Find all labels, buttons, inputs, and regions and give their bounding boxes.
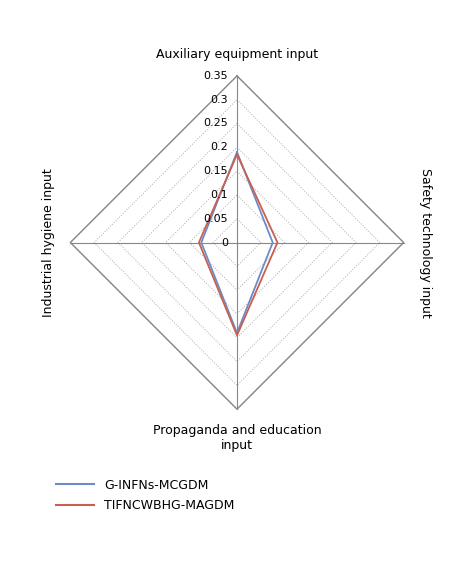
Text: 0.15: 0.15 (203, 166, 228, 176)
Text: Auxiliary equipment input: Auxiliary equipment input (156, 48, 318, 61)
Text: 0: 0 (221, 237, 228, 248)
Text: Propaganda and education
input: Propaganda and education input (153, 424, 321, 452)
Text: 0.05: 0.05 (203, 214, 228, 224)
Text: 0.25: 0.25 (203, 118, 228, 129)
Legend: G-INFNs-MCGDM, TIFNCWBHG-MAGDM: G-INFNs-MCGDM, TIFNCWBHG-MAGDM (51, 474, 239, 517)
Text: 0.2: 0.2 (210, 142, 228, 152)
Text: 0.1: 0.1 (210, 190, 228, 200)
Text: 0.3: 0.3 (210, 95, 228, 105)
Text: Industrial hygiene input: Industrial hygiene input (42, 168, 55, 317)
Text: 0.35: 0.35 (203, 71, 228, 81)
Text: Safety technology input: Safety technology input (419, 168, 432, 318)
